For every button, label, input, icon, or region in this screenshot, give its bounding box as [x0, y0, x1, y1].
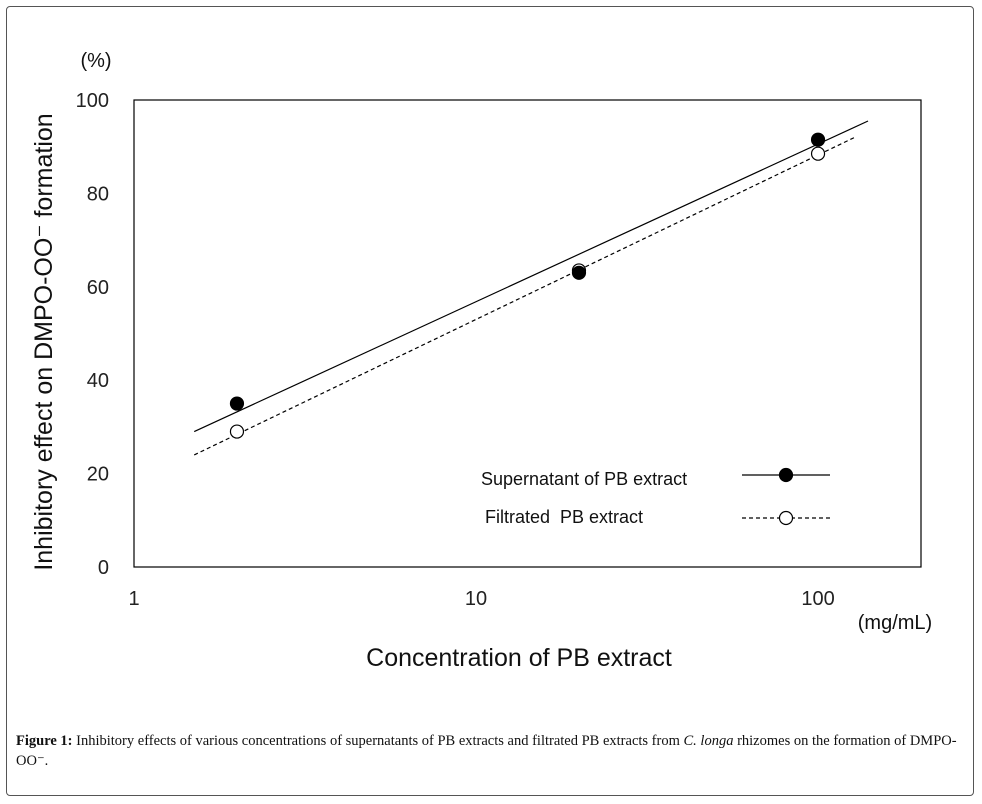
caption-species: C. longa — [683, 733, 734, 749]
figure-caption: Figure 1: Inhibitory effects of various … — [16, 731, 966, 771]
data-point-series-2 — [229, 424, 245, 439]
chart: 1 10 100 0 20 40 60 80 100 (%) (mg/mL) Concentr… — [30, 50, 932, 672]
legend-marker-supernatant — [778, 467, 794, 483]
legend-label-filtrated: Filtrated PB extract — [485, 507, 643, 527]
x-axis-title: Concentration of PB extract — [366, 644, 672, 672]
caption-label: Figure 1: — [16, 733, 73, 749]
data-point-series-1 — [810, 132, 826, 147]
data-point-series-2 — [810, 146, 826, 161]
trendline-series-1 — [193, 120, 869, 433]
caption-text-after: rhizomes on the formation of DMPO-OO⁻. — [16, 733, 957, 769]
caption-text-before: Inhibitory effects of various concentrat… — [72, 733, 684, 749]
y-tick-label: 40 — [87, 370, 109, 392]
y-tick-label: 0 — [98, 557, 109, 579]
legend-marker-filtrated — [778, 510, 794, 526]
x-unit-label: (mg/mL) — [858, 612, 932, 634]
y-tick-label: 20 — [87, 464, 109, 486]
y-unit-label: (%) — [80, 50, 111, 72]
data-points — [229, 132, 826, 439]
y-tick-label: 100 — [76, 90, 109, 112]
x-tick-label: 10 — [465, 588, 487, 610]
data-point-series-1 — [229, 396, 245, 411]
trendlines — [193, 120, 869, 456]
trendline-series-2 — [193, 136, 855, 456]
x-tick-label: 1 — [128, 588, 139, 610]
x-tick-labels: 1 10 100 — [128, 588, 834, 610]
plot-area — [133, 99, 922, 568]
y-axis-title: Inhibitory effect on DMPO-OO⁻ formation — [30, 113, 58, 570]
y-tick-label: 80 — [87, 183, 109, 205]
legend-label-supernatant: Supernatant of PB extract — [481, 469, 687, 489]
data-point-series-1 — [571, 265, 587, 280]
legend: Supernatant of PB extract Filtrated PB e… — [481, 467, 830, 527]
figure-frame — [6, 6, 974, 796]
x-tick-label: 100 — [801, 588, 834, 610]
y-tick-labels: 0 20 40 60 80 100 — [76, 90, 109, 579]
y-tick-label: 60 — [87, 277, 109, 299]
